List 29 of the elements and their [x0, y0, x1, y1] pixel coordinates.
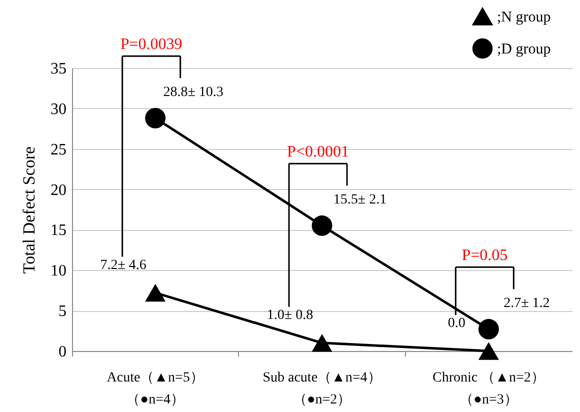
y-tick-label: 10 — [50, 262, 66, 280]
y-tick-label: 5 — [58, 303, 66, 320]
point — [312, 215, 332, 236]
x-tick-label: Acute（▲n=5）（●n=4） — [106, 370, 204, 408]
y-tick-label: 20 — [50, 182, 66, 199]
annotation: P=0.05 — [462, 247, 508, 264]
legend-label: ;D group — [497, 42, 551, 58]
text: P=0.0039 — [120, 36, 182, 54]
data-label: 1.0± 0.8 — [266, 308, 314, 323]
data-label: 0.0 — [448, 316, 466, 331]
point — [478, 318, 499, 340]
y-tick-label: 25 — [50, 141, 66, 158]
x-tick-label: Chronic （▲n=2）（●n=3） — [432, 370, 545, 408]
point — [145, 284, 166, 302]
point — [145, 108, 166, 128]
data-label: 15.5± 2.1 — [333, 192, 387, 208]
y-tick-label: 35 — [50, 60, 66, 78]
point — [312, 334, 332, 352]
data-label: 28.8± 10.3 — [163, 85, 224, 100]
x-tick-label: Sub acute（▲n=4）（●n=2） — [262, 370, 382, 408]
legend-label: ;N group — [497, 10, 551, 26]
y-tick-label: 0 — [58, 344, 66, 360]
y-axis-title: Total Defect Score — [20, 146, 38, 274]
y-tick-label: 15 — [50, 222, 66, 240]
data-label: 7.2± 4.6 — [100, 258, 146, 273]
point — [478, 342, 499, 360]
annotation: P<0.0001 — [287, 144, 349, 161]
data-label: 2.7± 1.2 — [504, 296, 550, 312]
y-tick-label: 30 — [50, 100, 66, 118]
